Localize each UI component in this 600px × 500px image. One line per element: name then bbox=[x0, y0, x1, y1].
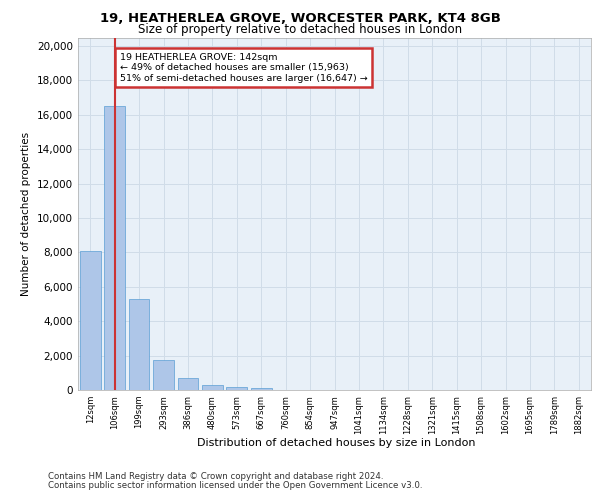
Bar bbox=[202, 385, 223, 390]
Bar bbox=[80, 250, 101, 390]
Text: Contains HM Land Registry data © Crown copyright and database right 2024.: Contains HM Land Registry data © Crown c… bbox=[48, 472, 383, 481]
Bar bbox=[104, 106, 125, 390]
Bar bbox=[251, 388, 272, 390]
Text: Size of property relative to detached houses in London: Size of property relative to detached ho… bbox=[138, 22, 462, 36]
Bar bbox=[153, 360, 174, 390]
Text: Contains public sector information licensed under the Open Government Licence v3: Contains public sector information licen… bbox=[48, 481, 422, 490]
Text: Distribution of detached houses by size in London: Distribution of detached houses by size … bbox=[197, 438, 475, 448]
Y-axis label: Number of detached properties: Number of detached properties bbox=[22, 132, 31, 296]
Text: 19 HEATHERLEA GROVE: 142sqm
← 49% of detached houses are smaller (15,963)
51% of: 19 HEATHERLEA GROVE: 142sqm ← 49% of det… bbox=[119, 53, 367, 83]
Bar bbox=[178, 378, 199, 390]
Bar bbox=[226, 388, 247, 390]
Bar bbox=[128, 299, 149, 390]
Text: 19, HEATHERLEA GROVE, WORCESTER PARK, KT4 8GB: 19, HEATHERLEA GROVE, WORCESTER PARK, KT… bbox=[100, 12, 500, 26]
